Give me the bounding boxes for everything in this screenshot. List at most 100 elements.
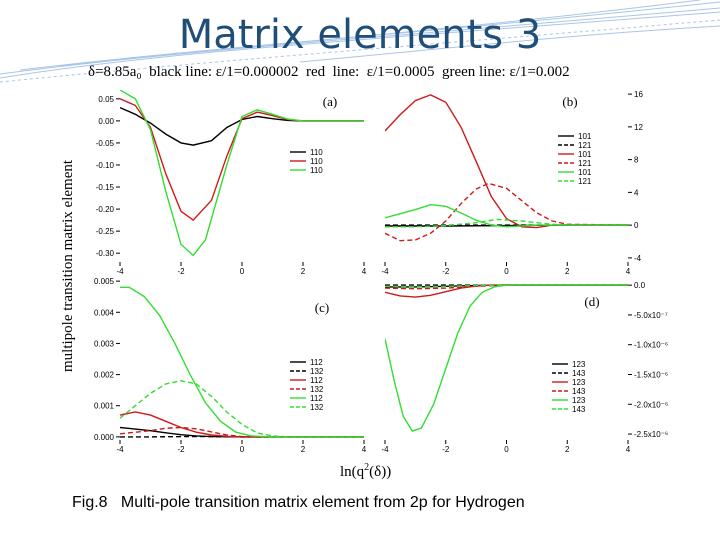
y-tick-label: -1.5x10⁻⁶ [634,370,668,379]
x-tick-label: 2 [301,267,306,276]
parameter-line: δ=8.85a₀ black line: ε/1=0.000002 red li… [88,64,570,80]
x-tick-label: -2 [177,267,185,276]
legend-label: 132 [310,367,324,376]
y-tick-label: -0.25 [96,227,115,236]
y-tick-label: -5.0x10⁻⁷ [634,311,668,320]
x-tick-label: 0 [240,445,245,454]
series-line-black [120,426,364,438]
x-tick-label: 0 [240,267,245,276]
y-tick-label: -1.0x10⁻⁶ [634,341,668,350]
slide-decoration [0,0,720,83]
series-line-red-dashed [385,284,628,290]
legend-label: 101 [578,168,592,177]
y-tick-label: 4 [634,188,639,197]
decor-swoosh [0,11,720,79]
legend-label: 123 [572,396,586,405]
y-tick-label: -4 [634,254,642,263]
x-tick-label: 4 [362,445,367,454]
series-line-green [120,286,364,438]
panel-label: (d) [584,294,599,309]
legend-label: 112 [310,376,323,385]
x-tick-label: 4 [626,445,631,454]
legend-label: 143 [572,369,586,378]
series-line-red-dashed [120,426,364,438]
panel-label: (c) [315,300,329,315]
decor-swoosh [299,25,720,63]
y-tick-label: 16 [634,90,643,99]
x-axis-label-main: ln(q [340,464,365,480]
y-tick-label: 0.001 [94,402,115,411]
legend-label: 110 [310,157,323,166]
x-axis-label-sup: 2 [364,462,370,473]
series-line-green [385,284,628,432]
y-tick-label: 0.002 [94,371,115,380]
x-tick-label: -4 [381,445,389,454]
y-tick-label: -2.5x10⁻⁶ [634,430,668,439]
legend-label: 110 [310,166,323,175]
series-line-red [120,411,364,438]
figure-caption: Fig.8 Multi-pole transition matrix eleme… [72,494,525,511]
series-line-green-dashed [385,284,628,288]
x-tick-label: 2 [565,267,570,276]
y-tick-label: -0.15 [96,183,115,192]
panel-label: (a) [323,94,337,109]
legend-label: 121 [578,159,592,168]
y-tick-label: -2.0x10⁻⁶ [634,400,668,409]
legend-label: 112 [310,394,323,403]
x-tick-label: 0 [504,445,509,454]
y-tick-label: -0.10 [96,161,115,170]
series-line-green-dashed [385,218,628,228]
y-tick-label: 0.004 [94,308,115,317]
slide-title: Matrix elements 3 [178,12,542,58]
x-tick-label: 4 [362,267,367,276]
x-tick-label: -2 [442,445,450,454]
legend-label: 121 [578,177,592,186]
x-tick-label: -4 [116,267,124,276]
y-tick-label: 0.005 [94,277,115,286]
series-line-red [385,94,628,229]
series-line-red-dashed [385,182,628,242]
legend-label: 132 [310,403,324,412]
y-tick-label: 0.0 [634,281,646,290]
y-tick-label: 0.00 [98,117,114,126]
legend-label: 101 [578,150,592,159]
decor-swoosh [59,0,701,67]
series-line-green [385,203,628,228]
y-tick-label: 0.000 [94,433,115,442]
y-axis-label: multipole transition matrix element [60,159,76,372]
series-line-green [120,90,364,257]
decor-swoosh [0,19,720,83]
legend-label: 143 [572,387,586,396]
legend-label: 110 [310,148,323,157]
x-tick-label: -4 [381,267,389,276]
series-line-black [120,106,364,146]
legend-label: 132 [310,385,324,394]
x-tick-label: 0 [504,267,509,276]
x-axis-label-tail: (δ)) [369,464,392,480]
series-line-red [385,284,628,298]
legend-label: 121 [578,141,592,150]
panel-label: (b) [562,94,577,109]
x-tick-label: 2 [565,445,570,454]
y-tick-label: 0.05 [98,95,114,104]
y-tick-label: -0.30 [96,249,115,258]
series-line-green-dashed [120,380,364,438]
y-tick-label: 0 [634,221,639,230]
legend-label: 123 [572,378,586,387]
x-tick-label: 2 [301,445,306,454]
legend-label: 123 [572,360,586,369]
x-tick-label: 4 [626,267,631,276]
y-tick-label: 8 [634,156,639,165]
legend-label: 101 [578,132,592,141]
y-tick-label: 0.003 [94,339,115,348]
x-axis-label: ln(q2(δ)) [340,462,391,481]
y-tick-label: -0.05 [96,139,115,148]
y-tick-label: -0.20 [96,205,115,214]
x-tick-label: -4 [116,445,124,454]
legend-label: 112 [310,358,323,367]
y-tick-label: 12 [634,123,643,132]
legend-label: 143 [572,405,586,414]
x-tick-label: -2 [177,445,185,454]
x-tick-label: -2 [442,267,450,276]
